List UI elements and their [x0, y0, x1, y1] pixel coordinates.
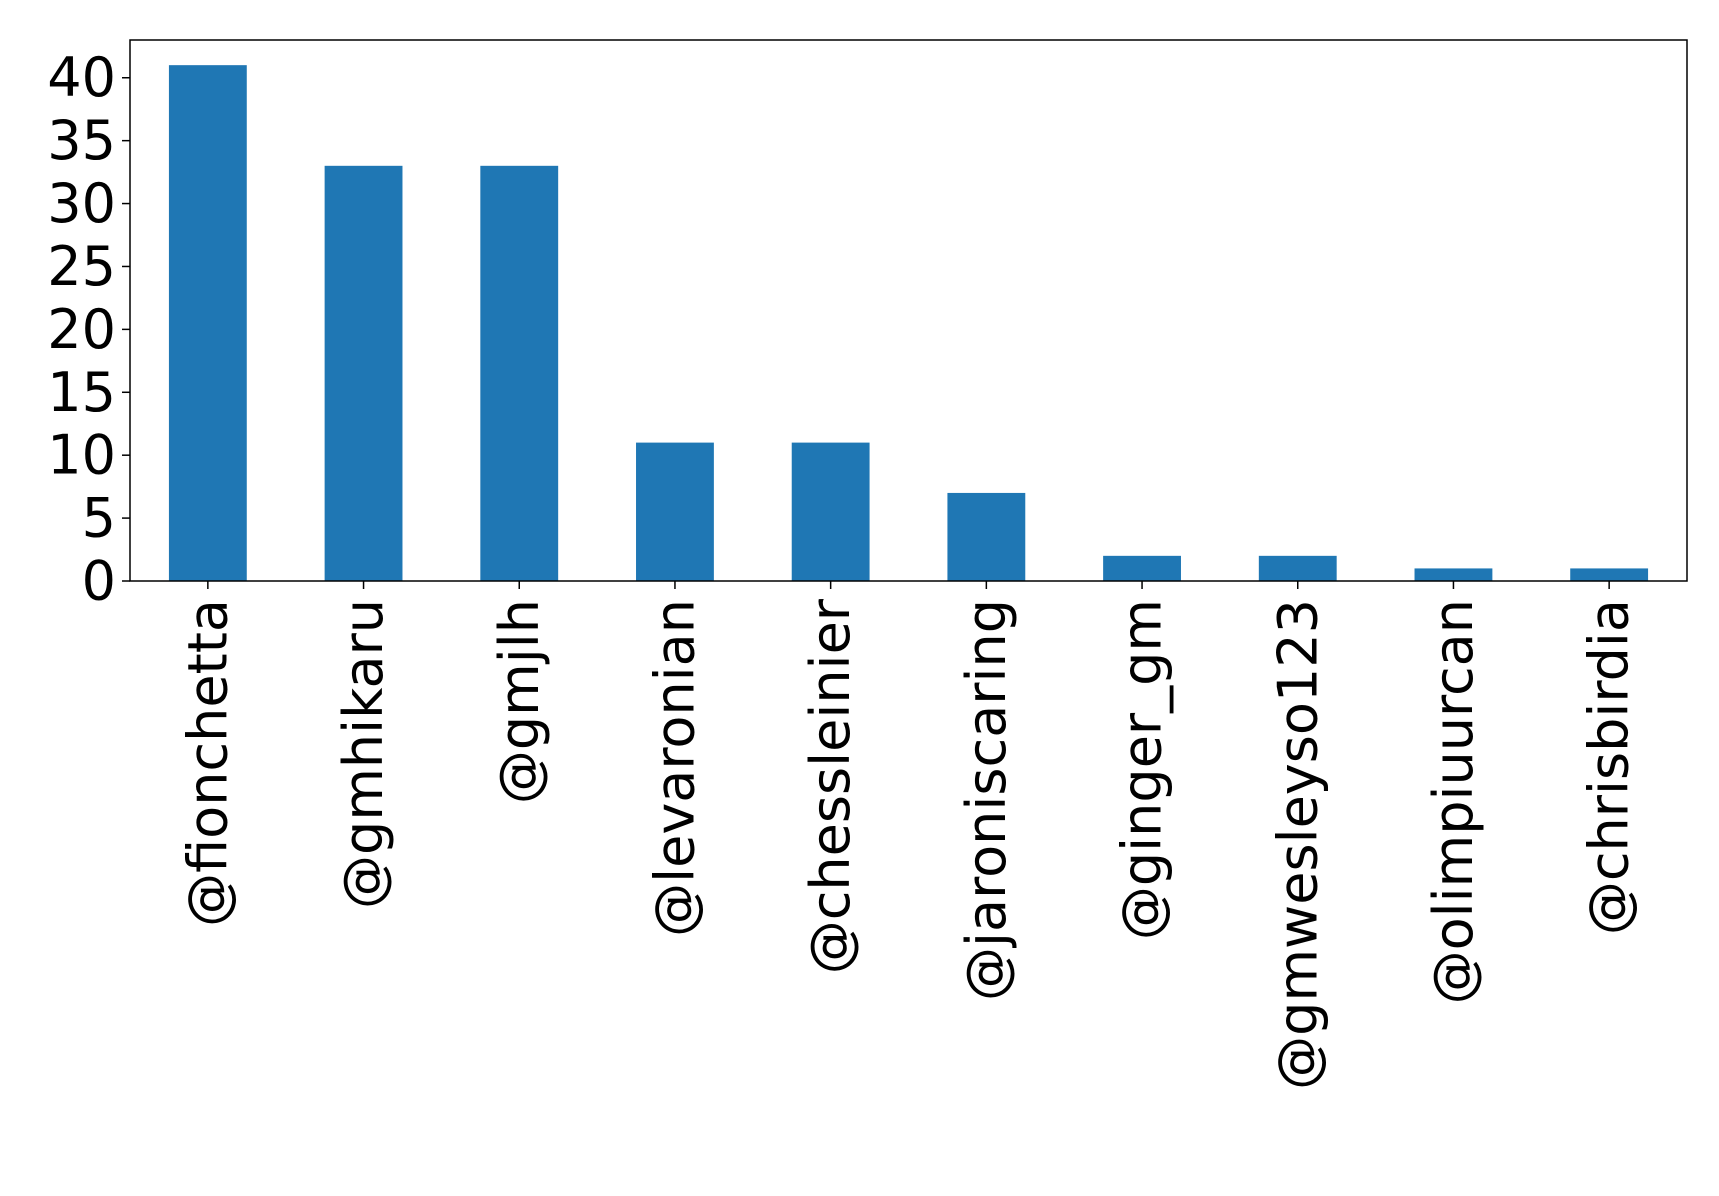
bar — [636, 442, 714, 581]
x-tick-label: @olimpiuurcan — [1422, 599, 1485, 1004]
y-tick-label: 40 — [47, 46, 116, 109]
bar — [1258, 555, 1337, 581]
y-tick-label: 15 — [47, 361, 116, 424]
bar — [1103, 555, 1181, 581]
bars-group — [168, 65, 1649, 582]
bar — [168, 65, 247, 582]
x-tick-label: @jaroniscaring — [955, 599, 1018, 1001]
bar — [947, 492, 1026, 581]
y-tick-label: 5 — [82, 487, 116, 550]
x-tick-label: @gmwesleyso123 — [1266, 599, 1329, 1090]
bar — [324, 165, 403, 581]
bar — [791, 442, 870, 581]
x-tick-label: @levaronian — [643, 599, 706, 937]
x-tick-label: @fionchetta — [176, 599, 239, 927]
x-tick-label: @ginger_gm — [1111, 599, 1174, 940]
y-tick-label: 10 — [47, 424, 116, 487]
y-tick-label: 20 — [47, 298, 116, 361]
y-tick-label: 35 — [47, 109, 116, 172]
x-tick-label: @chrisbirdia — [1578, 599, 1641, 935]
bar — [480, 165, 559, 581]
y-tick-label: 30 — [47, 172, 116, 235]
x-tick-label: @gmjlh — [488, 599, 551, 804]
y-tick-label: 25 — [47, 235, 116, 298]
bar — [1414, 568, 1493, 581]
x-tick-label: @chessleinier — [799, 598, 862, 974]
y-tick-label: 0 — [82, 550, 116, 613]
plot-frame — [129, 39, 1688, 582]
bar — [1570, 568, 1649, 581]
x-axis: @fionchetta @gmhikaru @gmjlh @levaronian @ch… — [176, 581, 1641, 1090]
x-tick-label: @gmhikaru — [332, 599, 395, 909]
